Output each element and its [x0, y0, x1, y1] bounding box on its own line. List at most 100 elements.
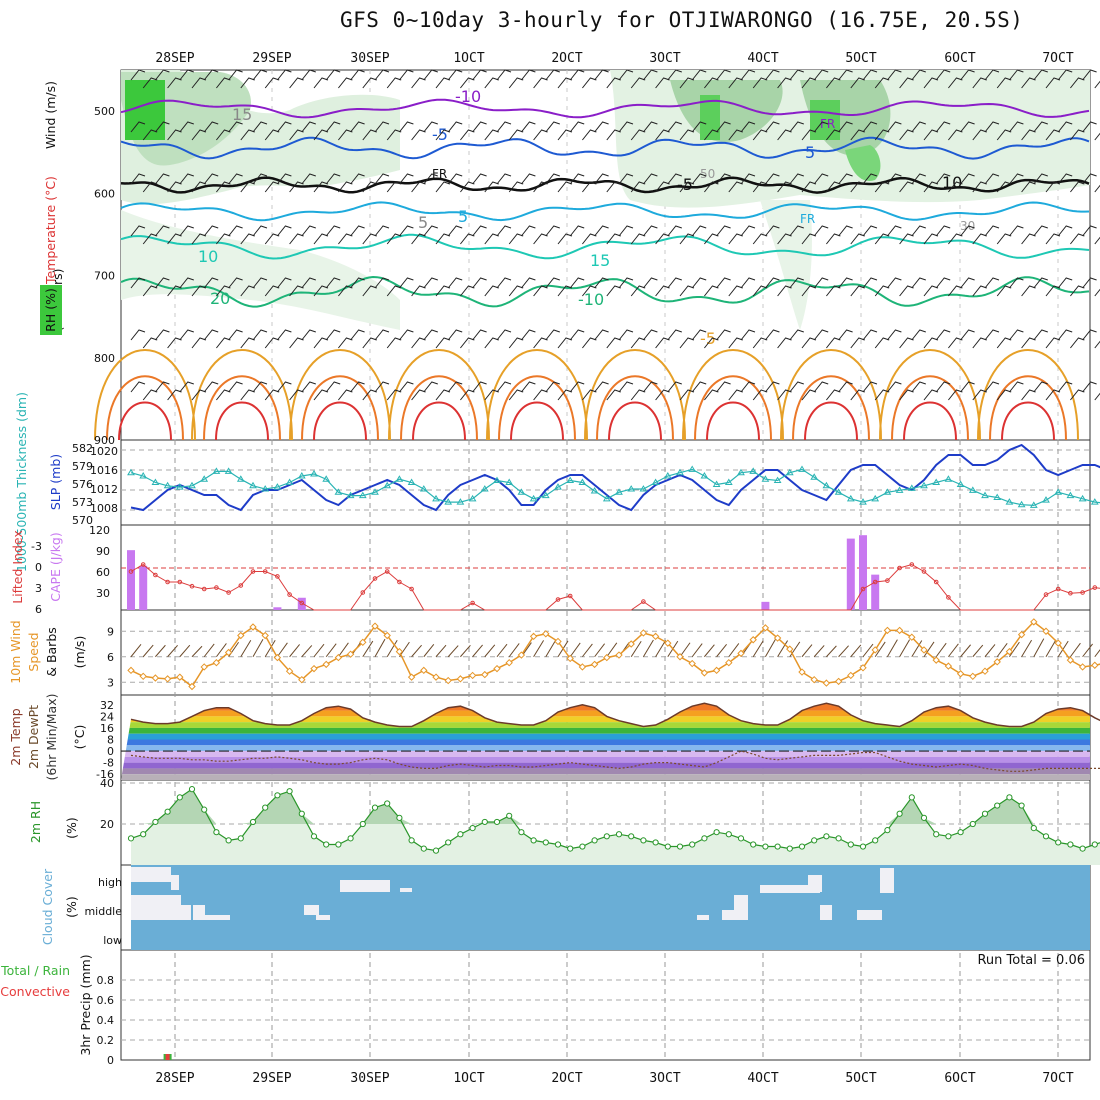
- wind-barb: [557, 77, 573, 89]
- rh-area-high: [121, 789, 1100, 824]
- wind-barb-10m: [886, 639, 898, 658]
- wind-barb: [923, 389, 939, 401]
- wind-barb: [313, 389, 329, 401]
- cloud-block: [181, 905, 191, 920]
- wind-barb: [691, 121, 707, 133]
- wind-marker: [1054, 639, 1062, 647]
- warm-contour: [106, 375, 184, 441]
- rh-shade-8: [810, 100, 840, 140]
- wind-barb: [789, 225, 804, 237]
- thickness-marker: [1042, 496, 1050, 503]
- thickness-marker: [993, 493, 1002, 501]
- wind-barb: [301, 173, 316, 185]
- li-tick: 3: [35, 582, 42, 595]
- wind-barb: [338, 389, 353, 401]
- wind-marker: [871, 646, 879, 654]
- wind-marker: [688, 659, 696, 668]
- wind-barb: [435, 285, 451, 297]
- wind-barb: [948, 77, 963, 89]
- wind-barb: [277, 121, 292, 133]
- thickness-marker: [163, 481, 172, 489]
- upper-ytick-label: 800: [94, 352, 115, 365]
- thickness-marker: [407, 478, 416, 485]
- wind-barb: [923, 285, 939, 297]
- wind-barb: [155, 329, 170, 341]
- rh-marker: [420, 845, 427, 852]
- thickness-marker: [1054, 488, 1063, 495]
- wind-barb: [679, 129, 695, 141]
- wind-barb: [1009, 173, 1024, 185]
- thickness-marker: [676, 468, 684, 476]
- wind-marker: [773, 634, 782, 642]
- wind-barb: [630, 77, 646, 89]
- contour-label: 15: [590, 251, 610, 270]
- thickness-marker: [566, 476, 575, 484]
- wind-barb: [1082, 277, 1097, 289]
- thickness-marker: [529, 494, 538, 502]
- rh-marker: [957, 829, 964, 836]
- temp-band: [121, 768, 1090, 775]
- wind-barb: [1045, 337, 1061, 349]
- wind-barb: [521, 69, 536, 81]
- wind-barb: [850, 129, 865, 141]
- wind-barb: [887, 69, 902, 81]
- thickness-marker: [432, 494, 440, 502]
- thickness-marker: [139, 471, 148, 479]
- date-label-bottom: 30SEP: [350, 1071, 389, 1086]
- warm-contour: [203, 375, 281, 441]
- temp-band: [121, 716, 1090, 723]
- wind-marker: [737, 649, 745, 658]
- rh-marker: [676, 843, 684, 850]
- rh-marker: [628, 833, 635, 840]
- li-marker: [872, 579, 878, 585]
- wind-barb: [582, 233, 597, 245]
- wind-barb: [533, 337, 548, 349]
- wind-barb: [191, 337, 207, 349]
- contour-15: [120, 275, 1090, 308]
- wind-barb: [996, 77, 1012, 89]
- wind-barb: [618, 329, 634, 341]
- wind-marker: [664, 639, 672, 647]
- wind-barb: [374, 173, 390, 185]
- thickness-marker: [127, 468, 135, 476]
- wind-barb: [1045, 181, 1061, 193]
- wind-barb: [850, 77, 865, 89]
- wind-barb: [996, 337, 1012, 349]
- date-axis-bottom: 28SEP 29SEP 30SEP 1OCT 2OCT 3OCT 4OCT 5OCT 6OCT 7…: [155, 1071, 1073, 1086]
- wind-barb: [130, 329, 146, 341]
- wind-barb: [533, 285, 548, 297]
- wind-barb-10m: [582, 643, 593, 658]
- wind-barb: [801, 233, 817, 245]
- wind-barb: [228, 381, 243, 393]
- wind-barb: [252, 225, 268, 237]
- cloud-block: [880, 868, 894, 893]
- wind-barb-10m: [691, 643, 703, 658]
- wind-barb: [1057, 277, 1073, 289]
- wind-barb: [203, 381, 219, 393]
- wind-barb: [1021, 77, 1036, 89]
- wind-barb: [533, 77, 548, 89]
- wind-barb: [935, 277, 951, 289]
- wind-marker: [810, 675, 818, 684]
- thickness-marker: [444, 498, 453, 505]
- wind-marker: [627, 640, 635, 648]
- wind-barb: [277, 381, 292, 393]
- wind-barb: [399, 121, 414, 133]
- wind-barb: [386, 285, 402, 297]
- wind-barb: [289, 181, 304, 193]
- wind-barb: [411, 129, 426, 141]
- wind-barb: [935, 329, 951, 341]
- wind-barb: [313, 77, 329, 89]
- wind-barb: [972, 389, 987, 401]
- wind-barb: [130, 173, 146, 185]
- wind-marker: [163, 675, 172, 683]
- wind-barb: [655, 285, 670, 297]
- wind-barb-10m: [1021, 639, 1033, 658]
- warm-contour: [804, 401, 858, 441]
- wind-barb: [594, 69, 609, 81]
- rh-marker: [701, 835, 708, 842]
- contour-label: 15: [232, 105, 252, 124]
- wind-barb: [545, 225, 560, 237]
- wind-barb: [948, 389, 963, 401]
- wind-marker: [407, 673, 416, 681]
